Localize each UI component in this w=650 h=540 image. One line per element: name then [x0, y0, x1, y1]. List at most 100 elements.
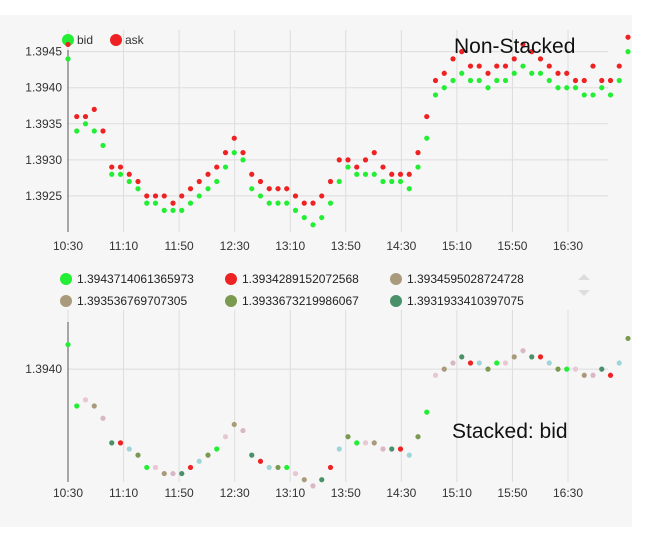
y-tick-label: 1.3930 [25, 153, 62, 167]
point-ask [345, 157, 351, 163]
legend-swatch [390, 273, 402, 285]
point-ask [406, 171, 412, 177]
point-bid [380, 178, 386, 185]
legend-item[interactable]: 1.3933673219986067 [225, 294, 359, 308]
point-bid [109, 171, 115, 177]
x-tick-label: 11:50 [165, 486, 194, 500]
y-tick-label: 1.3940 [25, 81, 62, 95]
stacked-point [301, 477, 307, 483]
legend-label[interactable]: ask [125, 33, 145, 47]
point-bid [537, 70, 544, 76]
point-bid [117, 171, 124, 177]
point-bid [231, 150, 237, 156]
y-tick-label: 1.3935 [25, 117, 62, 131]
point-bid [415, 164, 421, 170]
stacked-point [467, 360, 474, 366]
point-bid [546, 77, 552, 84]
legend-swatch [60, 295, 72, 307]
stacked-point [187, 464, 194, 471]
point-ask [284, 186, 290, 192]
x-tick-label: 12:30 [220, 486, 250, 500]
x-tick-label: 13:50 [331, 486, 361, 500]
point-bid [590, 92, 596, 98]
point-ask [336, 157, 342, 163]
point-bid [389, 178, 395, 185]
stacked-point [231, 421, 237, 428]
point-bid [424, 135, 430, 141]
legend-swatch[interactable] [110, 34, 122, 46]
legend-swatch[interactable] [62, 34, 74, 46]
x-tick-label: 13:50 [331, 239, 361, 253]
stacked-point [450, 360, 456, 366]
point-ask [152, 193, 159, 199]
legend-item[interactable]: 1.3934595028724728 [390, 272, 524, 286]
stacked-point [555, 366, 561, 372]
point-ask [240, 150, 246, 156]
stacked-point [249, 452, 255, 458]
point-ask [432, 77, 439, 84]
point-ask [196, 178, 202, 185]
point-ask [249, 171, 255, 177]
point-ask [511, 56, 517, 62]
point-ask [170, 200, 176, 206]
legend-scroll-arrows[interactable] [578, 274, 590, 302]
point-bid [65, 56, 71, 62]
point-bid [459, 70, 465, 76]
stacked-point [117, 440, 124, 446]
stacked-point [284, 464, 290, 471]
x-tick-label: 16:30 [553, 486, 583, 500]
legend-label[interactable]: bid [77, 33, 93, 47]
stacked-point [441, 366, 447, 372]
point-bid [319, 214, 325, 221]
y-tick-label: 1.3945 [25, 45, 62, 59]
point-ask [424, 113, 430, 120]
point-bid [310, 222, 316, 228]
stacked-point [74, 403, 80, 409]
chevron-down-icon[interactable] [578, 290, 590, 296]
point-bid [187, 200, 194, 206]
point-bid [607, 92, 614, 98]
point-ask [327, 178, 334, 185]
x-tick-label: 10:30 [53, 239, 83, 253]
stacked-point [371, 440, 377, 446]
point-bid [520, 63, 526, 69]
point-bid [161, 207, 167, 213]
point-bid [205, 186, 211, 192]
point-bid [371, 171, 377, 177]
point-bid [126, 178, 132, 185]
point-ask [109, 164, 115, 170]
stacked-point [537, 354, 544, 360]
point-ask [179, 193, 185, 199]
legend-item[interactable]: 1.3943714061365973 [60, 272, 194, 286]
stacked-point [572, 366, 579, 372]
stacked-point [109, 440, 115, 446]
stacked-point [476, 360, 482, 366]
point-bid [450, 77, 456, 84]
point-ask [266, 186, 272, 192]
point-ask [144, 193, 150, 199]
annotation-stacked-bid: Stacked: bid [452, 420, 568, 443]
point-ask [214, 164, 220, 170]
stacked-point [432, 372, 439, 378]
legend-item[interactable]: 1.3931933410397075 [390, 294, 524, 308]
stacked-point [485, 366, 491, 372]
point-bid [572, 85, 579, 91]
point-bid [196, 193, 202, 199]
stacked-point [196, 458, 202, 464]
point-ask [520, 41, 526, 48]
point-bid [301, 214, 307, 221]
point-ask [319, 193, 325, 199]
x-tick-label: 13:10 [275, 239, 305, 253]
stacked-point [529, 354, 535, 360]
point-bid [476, 77, 482, 84]
point-bid [502, 77, 509, 84]
stacked-point [599, 366, 605, 372]
chevron-up-icon[interactable] [578, 274, 590, 280]
legend-item[interactable]: 1.393536769707305 [60, 294, 187, 308]
point-bid [152, 200, 159, 206]
stacked-point [179, 470, 185, 477]
point-ask [529, 49, 535, 55]
stacked-point [564, 366, 570, 372]
legend-item[interactable]: 1.3934289152072568 [225, 272, 359, 286]
